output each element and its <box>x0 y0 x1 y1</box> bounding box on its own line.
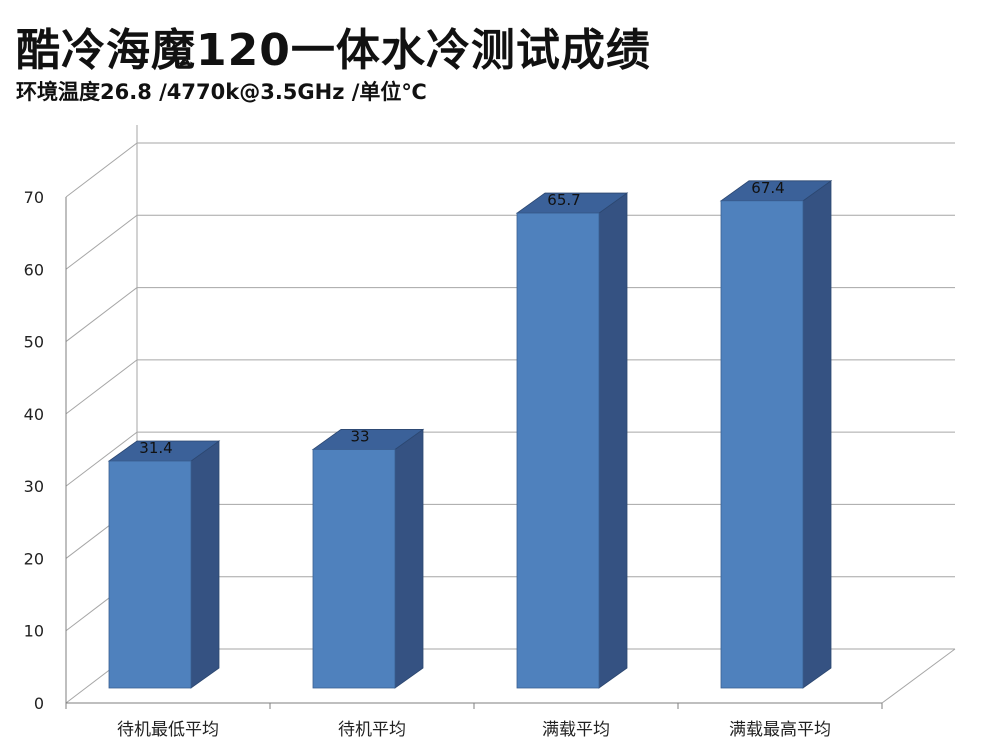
y-tick-label: 10 <box>24 622 44 641</box>
x-category-label: 满载平均 <box>542 720 610 740</box>
bar-side <box>190 440 220 689</box>
bar <box>720 200 804 689</box>
bar-side <box>802 180 832 689</box>
data-label: 65.7 <box>547 191 580 209</box>
bar <box>516 212 600 689</box>
y-tick-label: 50 <box>24 333 44 352</box>
x-category-label: 满载最高平均 <box>729 720 831 740</box>
y-tick-label: 30 <box>24 477 44 496</box>
gridline-diagonal <box>65 142 138 198</box>
gridline-diagonal <box>65 359 138 415</box>
gridline-diagonal <box>65 287 138 342</box>
y-tick-label: 20 <box>24 549 44 568</box>
chart-title: 酷冷海魔120一体水冷测试成绩 <box>16 25 651 76</box>
floor-edge <box>881 648 956 704</box>
x-category-label: 待机最低平均 <box>117 720 219 740</box>
bar <box>108 460 192 689</box>
gridline-diagonal <box>65 214 138 270</box>
bar <box>312 449 396 689</box>
bar-side <box>394 428 424 689</box>
y-tick-label: 40 <box>24 405 44 424</box>
data-label: 31.4 <box>139 439 172 457</box>
y-tick-label: 0 <box>34 694 44 713</box>
x-category-label: 待机平均 <box>338 720 406 740</box>
y-tick-label: 70 <box>24 188 44 207</box>
y-tick-label: 60 <box>24 260 44 279</box>
bar-side <box>598 192 628 689</box>
gridline-diagonal <box>65 431 138 487</box>
data-label: 33 <box>350 427 369 445</box>
chart-subtitle: 环境温度26.8 /4770k@3.5GHz /单位℃ <box>16 80 427 104</box>
data-label: 67.4 <box>751 179 784 197</box>
